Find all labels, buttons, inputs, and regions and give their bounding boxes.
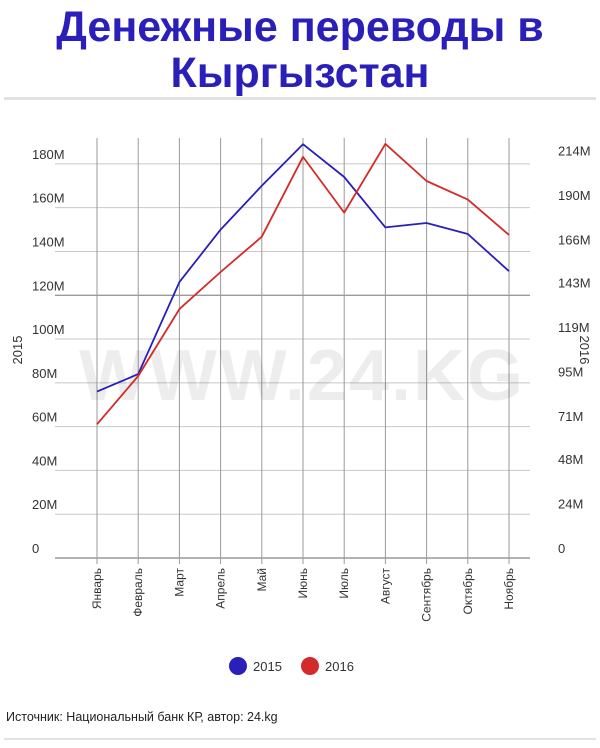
left-tick-label-3: 60M [32, 410, 57, 425]
legend-label-2016: 2016 [325, 659, 354, 674]
chart-area: WWW.24.KG 0 20M 40M 60M 80M 100M 120M 140M 160M 18… [0, 100, 600, 700]
series-line-2015 [96, 143, 510, 393]
right-tick-label-8: 190M [558, 188, 591, 203]
footer-divider [4, 738, 596, 740]
chart-title: Денежные переводы в Кыргызстан [0, 4, 600, 96]
left-tick-label-2: 40M [32, 453, 57, 468]
x-tick-label-3: Апрель [214, 568, 228, 609]
x-tick-label-9: Октябрь [461, 568, 475, 615]
right-tick-label-2: 48M [558, 452, 583, 467]
legend-marker-2015 [229, 657, 247, 675]
left-tick-label-5: 100M [32, 322, 65, 337]
legend-label-2015: 2015 [253, 659, 282, 674]
right-tick-label-1: 24M [558, 496, 583, 511]
right-tick-label-6: 143M [558, 275, 591, 290]
source-note: Источник: Национальный банк КР, автор: 2… [6, 710, 278, 724]
left-tick-label-1: 20M [32, 497, 57, 512]
x-tick-label-2: Март [172, 568, 186, 597]
left-tick-label-9: 180M [32, 147, 65, 162]
series-line-2016 [96, 143, 510, 425]
left-axis-title: 2015 [10, 336, 25, 365]
x-tick-label-5: Июнь [296, 568, 310, 599]
right-tick-label-5: 119M [558, 320, 590, 335]
right-tick-label-0: 0 [558, 541, 565, 556]
x-tick-label-8: Сентябрь [420, 568, 434, 622]
right-tick-label-4: 95M [558, 365, 583, 380]
watermark-text: WWW.24.KG [79, 336, 525, 416]
left-tick-label-8: 160M [32, 191, 65, 206]
x-tick-label-7: Август [378, 568, 392, 605]
title-divider [4, 97, 596, 100]
x-tick-label-10: Ноябрь [502, 568, 516, 610]
chart-title-line-2: Кыргызстан [170, 49, 430, 97]
right-axis-title: 2016 [577, 336, 592, 365]
x-tick-label-1: Февраль [131, 568, 145, 617]
right-tick-label-9: 214M [558, 144, 591, 159]
left-tick-label-0: 0 [32, 541, 39, 556]
x-tick-label-4: Май [255, 568, 269, 592]
line-chart: WWW.24.KG 0 20M 40M 60M 80M 100M 120M 140M 160M 18… [10, 138, 592, 675]
right-tick-label-3: 71M [558, 409, 583, 424]
left-tick-label-6: 120M [32, 278, 65, 293]
x-tick-label-0: Январь [90, 568, 104, 609]
x-tick-label-6: Июль [337, 568, 351, 599]
chart-title-line-1: Денежные переводы в [56, 3, 544, 51]
right-tick-label-7: 166M [558, 233, 591, 248]
left-tick-label-7: 140M [32, 234, 65, 249]
left-tick-label-4: 80M [32, 366, 57, 381]
legend-marker-2016 [301, 657, 319, 675]
